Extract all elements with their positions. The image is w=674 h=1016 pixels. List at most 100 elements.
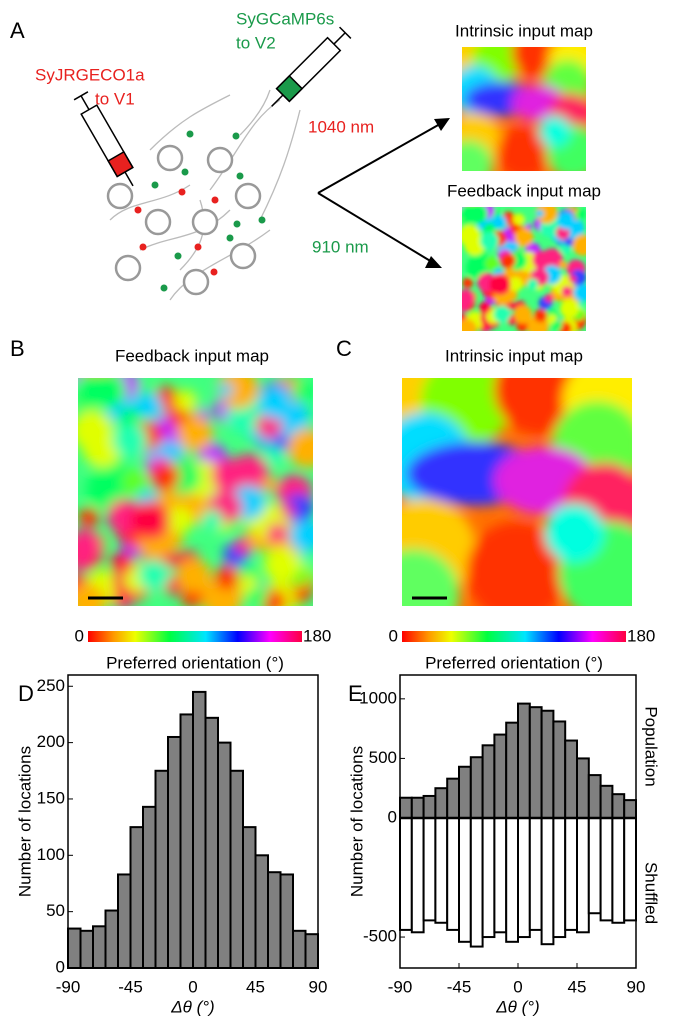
- orientation-map: [402, 378, 632, 606]
- bar: [469, 817, 484, 948]
- panel-letter: B: [10, 336, 25, 361]
- map-blob: [492, 215, 507, 230]
- map-blob: [496, 125, 552, 171]
- boutons: [134, 130, 266, 292]
- bar: [104, 909, 119, 969]
- map-blob: [557, 212, 575, 230]
- bar: [564, 739, 579, 820]
- bar: [242, 826, 257, 970]
- y-tick-label: 1000: [359, 688, 397, 707]
- map-blob: [573, 283, 586, 302]
- map-blob: [527, 278, 539, 290]
- map-blob: [514, 227, 534, 247]
- x-tick-label: 0: [513, 977, 522, 996]
- map-blob: [462, 289, 475, 307]
- x-tick-label: -45: [447, 977, 472, 996]
- bar: [552, 720, 567, 819]
- map-blob: [112, 422, 148, 458]
- bar: [167, 735, 182, 969]
- map-blobs: [402, 378, 632, 606]
- y-axis-label: Number of locations: [15, 746, 34, 897]
- map-blob: [510, 242, 519, 251]
- map-blob: [137, 559, 171, 591]
- map-blob: [248, 586, 269, 605]
- bar: [79, 929, 94, 969]
- bar: [117, 873, 132, 970]
- orientation-map: [462, 207, 586, 331]
- bar: [410, 796, 425, 819]
- label-green: SyGCaMP6s: [236, 9, 334, 28]
- bar: [154, 769, 169, 969]
- map-blob: [201, 509, 223, 531]
- bar: [458, 765, 472, 820]
- label-green: to V2: [236, 33, 276, 52]
- map-blob: [462, 318, 477, 331]
- map-blob: [287, 428, 313, 468]
- x-tick-label: 45: [568, 977, 587, 996]
- x-tick-label: -90: [388, 977, 413, 996]
- arrows: [317, 118, 450, 268]
- map-blob: [150, 462, 180, 491]
- y-tick-label: 50: [46, 901, 65, 920]
- map-title: Feedback input map: [447, 181, 601, 200]
- green-syringe: [271, 26, 352, 107]
- bar: [422, 817, 437, 922]
- map-blobs: [462, 47, 586, 171]
- map-blob: [288, 519, 313, 553]
- map-blob: [174, 390, 197, 412]
- bar: [422, 794, 437, 819]
- orientation-map: [462, 47, 586, 171]
- panel-letter: D: [18, 681, 34, 706]
- bar: [446, 777, 461, 819]
- bar: [505, 721, 520, 820]
- bar: [599, 817, 614, 922]
- map-blob: [493, 305, 511, 323]
- bar: [217, 741, 232, 969]
- map-title: Intrinsic input map: [445, 346, 583, 365]
- map-blob: [544, 503, 605, 563]
- map-blob: [110, 552, 133, 575]
- bar: [481, 817, 496, 939]
- bar: [192, 690, 207, 970]
- bar: [267, 871, 282, 970]
- red-syringe: [73, 91, 134, 187]
- x-tick-label: 45: [246, 977, 265, 996]
- y-tick-label: 200: [37, 732, 65, 751]
- x-tick-label: 90: [309, 977, 328, 996]
- orientation-map: [78, 378, 313, 606]
- map-title: Intrinsic input map: [455, 21, 593, 40]
- bar: [481, 744, 496, 820]
- bar: [493, 817, 508, 934]
- bar: [279, 873, 294, 970]
- map-blob: [532, 250, 552, 270]
- maps: [78, 47, 632, 606]
- map-blob: [136, 392, 163, 419]
- map-blob: [500, 252, 516, 269]
- bar: [129, 826, 144, 970]
- map-blob: [130, 501, 171, 540]
- bar: [599, 784, 614, 820]
- y-tick-label: 150: [37, 788, 65, 807]
- map-blob: [466, 521, 568, 606]
- map-blob: [512, 213, 525, 226]
- map-blob: [122, 469, 149, 495]
- legend-label: Shuffled: [642, 862, 661, 924]
- bar: [540, 709, 555, 819]
- bar: [254, 854, 269, 969]
- map-blob: [464, 234, 486, 256]
- bar: [458, 817, 472, 943]
- colorbar-tick: 180: [627, 626, 655, 645]
- map-blob: [561, 285, 573, 297]
- y-tick-label: -500: [363, 927, 397, 946]
- colorbar: [402, 631, 626, 642]
- map-blob: [234, 537, 252, 554]
- bar: [611, 817, 626, 924]
- x-axis-label: Δθ (°): [170, 997, 214, 1016]
- bar: [142, 805, 157, 969]
- map-blob: [78, 529, 102, 562]
- x-axis-label: Δθ (°): [495, 997, 539, 1016]
- colorbar: [88, 631, 302, 642]
- bar: [410, 817, 425, 934]
- panel-letter: E: [348, 681, 363, 706]
